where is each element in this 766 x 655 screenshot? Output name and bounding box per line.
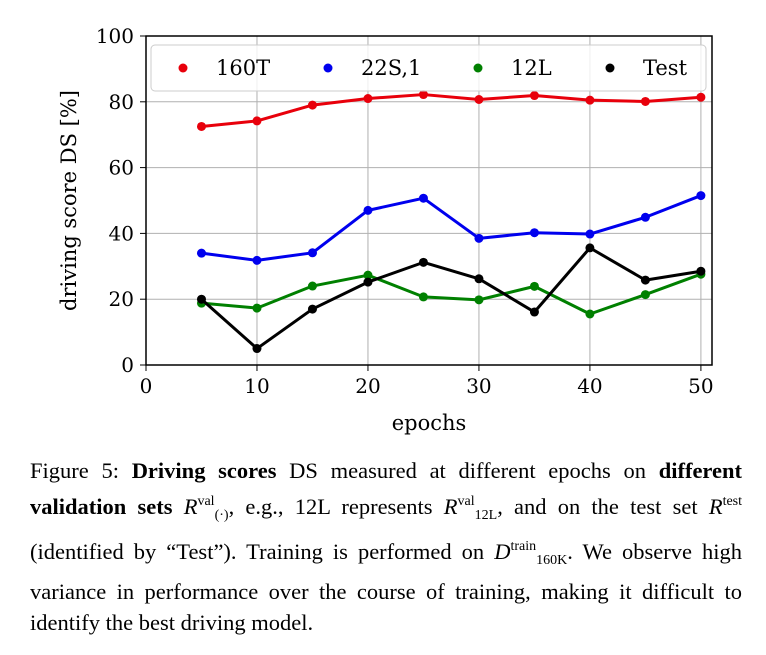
data-point	[640, 212, 650, 222]
data-point	[196, 294, 206, 304]
data-point	[196, 248, 206, 258]
data-point	[307, 304, 317, 314]
data-point	[418, 193, 428, 203]
math-validation-set: Rval(·)	[183, 494, 229, 523]
x-axis-label: epochs	[392, 411, 467, 435]
symbol-r: R	[443, 494, 458, 519]
data-point	[252, 255, 262, 265]
series-160T	[196, 90, 706, 131]
y-tick-label: 0	[121, 353, 134, 377]
y-tick-label: 20	[109, 287, 134, 311]
data-point	[529, 307, 539, 317]
y-tick-label: 100	[96, 24, 134, 48]
series-12L	[196, 269, 706, 319]
superscript-val: val	[197, 494, 215, 509]
data-point	[196, 121, 206, 131]
data-point	[474, 233, 484, 243]
legend-label: Test	[643, 56, 688, 80]
data-point	[363, 205, 373, 215]
data-point	[585, 229, 595, 239]
data-point	[529, 228, 539, 238]
series-line	[201, 272, 702, 316]
caption-bold-2: different validation sets	[30, 458, 742, 519]
series-line	[201, 93, 702, 128]
math-12l-set: Rval12L	[443, 494, 497, 523]
plot-frame	[145, 35, 713, 366]
data-point	[307, 100, 317, 110]
math-test-set: Rtest	[709, 494, 742, 519]
superscript-train: train	[510, 539, 537, 554]
y-tick-label: 60	[109, 156, 134, 180]
x-tick-label: 0	[140, 374, 153, 398]
data-point	[529, 281, 539, 291]
data-point	[252, 116, 262, 126]
y-tick-label: 40	[109, 221, 134, 245]
legend-label: 22S,1	[361, 56, 421, 80]
data-point	[363, 277, 373, 287]
series-22S,1	[196, 191, 706, 265]
data-point	[474, 274, 484, 284]
data-point	[640, 290, 650, 300]
caption-text-4: (identified by “Test”). Training is perf…	[30, 539, 495, 564]
legend: 160T 22S,1 12L Test	[150, 44, 707, 92]
legend-marker	[323, 63, 333, 73]
figure-label: Figure 5:	[30, 458, 119, 483]
data-point	[307, 248, 317, 258]
legend-label: 12L	[511, 56, 552, 80]
series-layer	[196, 90, 706, 354]
series-Test	[196, 243, 706, 354]
caption-bold-1: Driving scores	[131, 458, 277, 483]
data-point	[363, 94, 373, 104]
legend-marker	[473, 63, 483, 73]
data-point	[474, 295, 484, 305]
caption-text-3: , and on the test set	[497, 494, 709, 519]
series-line	[200, 246, 702, 351]
data-point	[529, 91, 539, 101]
data-point	[418, 292, 428, 302]
data-point	[640, 275, 650, 285]
subscript-12l: 12L	[474, 508, 498, 523]
x-tick-label: 50	[688, 374, 713, 398]
data-point	[474, 94, 484, 104]
math-train-set: Dtrain160K	[494, 539, 567, 568]
legend-marker	[178, 63, 188, 73]
symbol-r: R	[183, 494, 198, 519]
data-point	[696, 266, 706, 276]
symbol-d: D	[494, 539, 511, 564]
data-point	[696, 191, 706, 201]
symbol-r: R	[708, 494, 723, 519]
subscript-dot: (·)	[214, 508, 229, 523]
caption-text-1: DS measured at different epochs on	[276, 458, 659, 483]
data-point	[696, 92, 706, 102]
data-point	[585, 95, 595, 105]
data-point	[307, 281, 317, 291]
caption-text-2: , e.g., 12L represents	[228, 494, 444, 519]
x-tick-label: 20	[355, 374, 380, 398]
data-point	[585, 309, 595, 319]
subscript-160k: 160K	[536, 553, 568, 568]
figure-caption: Figure 5: Driving scores DS measured at …	[30, 455, 742, 638]
legend-marker	[605, 63, 615, 73]
y-axis-label: driving score DS [%]	[57, 90, 81, 311]
axis-ticks: 0 10 20 30 40 50 0 20 40 60 80 100	[96, 24, 714, 398]
data-point	[418, 90, 428, 100]
superscript-val: val	[457, 494, 475, 509]
x-tick-label: 40	[577, 374, 602, 398]
data-point	[585, 243, 595, 253]
data-point	[418, 257, 428, 267]
superscript-test: test	[722, 494, 743, 509]
x-tick-label: 30	[466, 374, 491, 398]
series-line	[201, 194, 702, 262]
legend-box	[150, 44, 707, 92]
data-point	[252, 344, 262, 354]
line-chart: 0 10 20 30 40 50 0 20 40 60 80 100 epochs driving s…	[57, 24, 714, 435]
data-point	[640, 96, 650, 106]
data-point	[363, 270, 373, 280]
y-tick-label: 80	[109, 90, 134, 114]
data-point	[252, 303, 262, 313]
x-tick-label: 10	[244, 374, 269, 398]
caption-text-5: . We observe high variance in performanc…	[30, 539, 742, 635]
legend-label: 160T	[216, 56, 270, 80]
